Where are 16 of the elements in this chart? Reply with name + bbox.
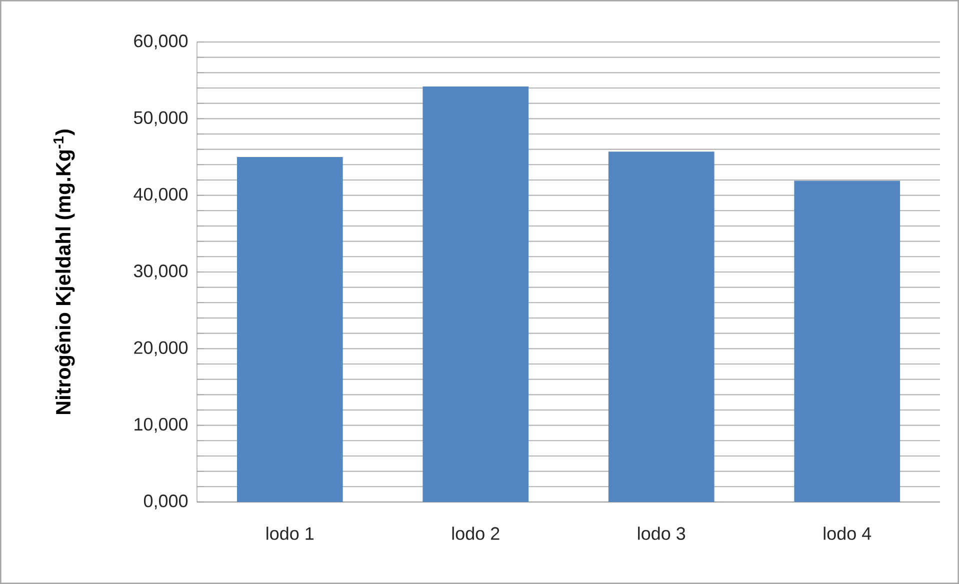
x-tick-label: lodo 1: [266, 526, 314, 540]
y-tick-label: 10,000: [134, 418, 188, 433]
bar: [422, 86, 529, 502]
bar: [236, 156, 343, 502]
y-tick-label: 60,000: [134, 34, 188, 50]
y-tick-label: 40,000: [134, 188, 188, 203]
y-axis-title: Nitrogênio Kjeldahl (mg.Kg$^{-1}$): [53, 130, 75, 414]
y-tick-label: 20,000: [134, 341, 188, 356]
x-tick-label: lodo 4: [824, 526, 872, 540]
bar: [794, 180, 900, 502]
bar: [608, 152, 714, 502]
y-tick-label: 30,000: [134, 264, 188, 280]
x-tick-label: lodo 2: [452, 526, 500, 540]
y-tick-label: 50,000: [134, 111, 188, 126]
x-tick-label: lodo 3: [638, 526, 686, 540]
y-tick-label: 0,000: [144, 494, 188, 510]
